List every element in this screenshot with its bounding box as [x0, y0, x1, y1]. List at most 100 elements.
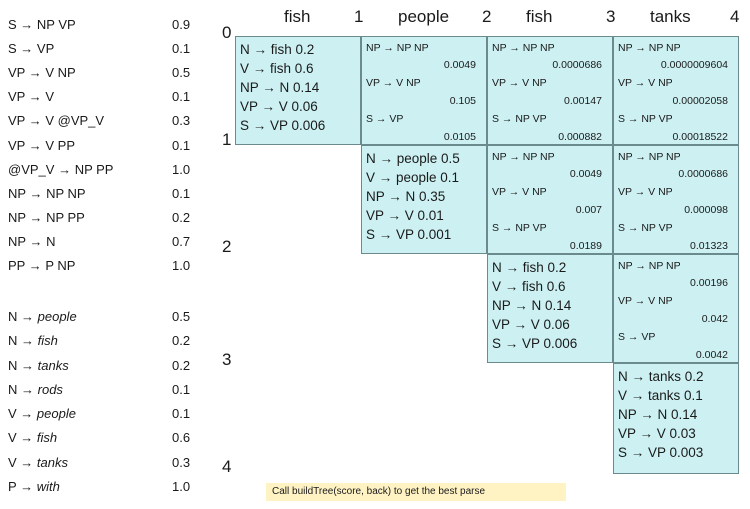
rule-9-prob: 0.7: [172, 234, 191, 249]
cell-score: 0.00196: [690, 277, 728, 289]
rule-1-prob: 0.1: [172, 41, 191, 56]
cell-rule: VP → V NP: [492, 186, 547, 198]
lex-1-prob: 0.2: [172, 333, 191, 348]
cell-rule: S → NP VP: [492, 113, 547, 125]
word-header-2: people: [398, 7, 450, 26]
lex-4-text: V → people: [8, 406, 76, 421]
cell-rule: NP → NP NP: [618, 260, 681, 272]
cell-score: 0.0042: [695, 349, 728, 361]
cell-line: N → fish 0.2: [240, 42, 315, 57]
cell-line: NP → N 0.35: [366, 189, 446, 204]
cell-line: S → VP 0.006: [492, 336, 578, 351]
rule-0-text: S → NP VP: [8, 17, 76, 32]
rule-3-prob: 0.1: [172, 89, 191, 104]
cell-rule: NP → NP NP: [366, 42, 429, 54]
cell-line: VP → V 0.06: [240, 99, 318, 114]
cell-line: V → fish 0.6: [240, 61, 314, 76]
chart-cell-2-3: N → fish 0.2 V → fish 0.6 NP → N 0.14 VP…: [487, 254, 613, 363]
rule-3-text: VP → V: [8, 89, 55, 104]
rule-6-text: @VP_V → NP PP: [8, 162, 114, 177]
cell-line: S → VP 0.006: [240, 118, 326, 133]
rule-9-text: NP → N: [8, 234, 56, 249]
cell-line: VP → V 0.03: [618, 426, 696, 441]
top-index-3: 3: [606, 7, 616, 26]
cell-score: 0.000882: [558, 131, 602, 143]
top-index-4: 4: [730, 7, 740, 26]
cell-rule: NP → NP NP: [492, 42, 555, 54]
rule-8-prob: 0.2: [172, 210, 191, 225]
cell-line: VP → V 0.06: [492, 317, 570, 332]
chart-cell-3-4: N → tanks 0.2 V → tanks 0.1 NP → N 0.14 …: [613, 363, 739, 474]
rule-4-text: VP → V @VP_V: [8, 113, 105, 128]
rule-6-prob: 1.0: [172, 162, 191, 177]
chart-cell-0-1: N → fish 0.2 V → fish 0.6 NP → N 0.14 VP…: [235, 36, 361, 145]
cell-line: N → people 0.5: [366, 151, 460, 166]
lex-0-text: N → people: [8, 309, 77, 324]
cell-rule: S → NP VP: [492, 222, 547, 234]
chart-cell-2-4: NP → NP NP 0.00196 VP → V NP 0.042 S → V…: [613, 254, 739, 363]
lex-0-prob: 0.5: [172, 309, 191, 324]
cell-score: 0.000098: [684, 204, 728, 216]
cell-rule: S → NP VP: [618, 222, 673, 234]
cell-line: N → tanks 0.2: [618, 369, 704, 384]
cell-line: S → VP 0.001: [366, 227, 452, 242]
row-index-4: 4: [222, 457, 232, 476]
chart-cell-1-2: N → people 0.5 V → people 0.1 NP → N 0.3…: [361, 145, 487, 254]
lex-7-text: P → with: [8, 479, 60, 494]
cell-score: 0.042: [701, 313, 728, 325]
build-tree-note: Call buildTree(score, back) to get the b…: [266, 483, 566, 501]
cell-score: 0.007: [575, 204, 602, 216]
row-index-0: 0: [222, 23, 232, 42]
lex-5-prob: 0.6: [172, 430, 191, 445]
cell-score: 0.00147: [564, 95, 602, 107]
rule-8-text: NP → NP PP: [8, 210, 85, 225]
cell-line: V → tanks 0.1: [618, 388, 703, 403]
cell-line: N → fish 0.2: [492, 260, 567, 275]
cell-rule: NP → NP NP: [618, 151, 681, 163]
lex-3-prob: 0.1: [172, 382, 191, 397]
cell-rule: VP → V NP: [618, 77, 673, 89]
cell-score: 0.0105: [443, 131, 476, 143]
cell-score: 0.0049: [569, 168, 602, 180]
word-header-4: tanks: [650, 7, 691, 26]
row-index-2: 2: [222, 237, 232, 256]
rule-2-text: VP → V NP: [8, 65, 76, 80]
cell-score: 0.0000009604: [660, 59, 728, 71]
cell-rule: VP → V NP: [618, 295, 673, 307]
lex-4-prob: 0.1: [172, 406, 191, 421]
cell-score: 0.0049: [443, 59, 476, 71]
rule-7-text: NP → NP NP: [8, 186, 86, 201]
cell-score: 0.00018522: [672, 131, 728, 143]
cell-score: 0.0000686: [552, 59, 602, 71]
cell-rule: VP → V NP: [492, 77, 547, 89]
cell-rule: NP → NP NP: [492, 151, 555, 163]
chart-cell-0-3: NP → NP NP 0.0000686 VP → V NP 0.00147 S…: [487, 36, 613, 145]
chart-cell-0-2: NP → NP NP 0.0049 VP → V NP 0.105 S → VP…: [361, 36, 487, 145]
rule-2-prob: 0.5: [172, 65, 191, 80]
rule-5-prob: 0.1: [172, 138, 191, 153]
rule-4-prob: 0.3: [172, 113, 191, 128]
cell-rule: VP → V NP: [366, 77, 421, 89]
cell-line: S → VP 0.003: [618, 445, 704, 460]
row-index-1: 1: [222, 130, 232, 149]
cell-rule: S → VP: [366, 113, 404, 125]
rule-10-prob: 1.0: [172, 258, 191, 273]
cell-line: NP → N 0.14: [492, 298, 572, 313]
cell-line: V → fish 0.6: [492, 279, 566, 294]
rule-0-prob: 0.9: [172, 17, 191, 32]
rule-10-text: PP → P NP: [8, 258, 76, 273]
lex-3-text: N → rods: [8, 382, 63, 397]
lex-6-text: V → tanks: [8, 455, 68, 470]
lex-5-text: V → fish: [8, 430, 58, 445]
word-header-3: fish: [526, 7, 553, 26]
rule-5-text: VP → V PP: [8, 138, 75, 153]
cell-rule: S → VP: [618, 331, 656, 343]
cell-line: VP → V 0.01: [366, 208, 444, 223]
lex-2-prob: 0.2: [172, 358, 191, 373]
chart-cell-1-4: NP → NP NP 0.0000686 VP → V NP 0.000098 …: [613, 145, 739, 254]
rule-1-text: S → VP: [8, 41, 55, 56]
cell-score: 0.105: [449, 95, 476, 107]
cell-rule: S → NP VP: [618, 113, 673, 125]
cell-score: 0.0000686: [678, 168, 728, 180]
cell-score: 0.01323: [690, 240, 728, 252]
